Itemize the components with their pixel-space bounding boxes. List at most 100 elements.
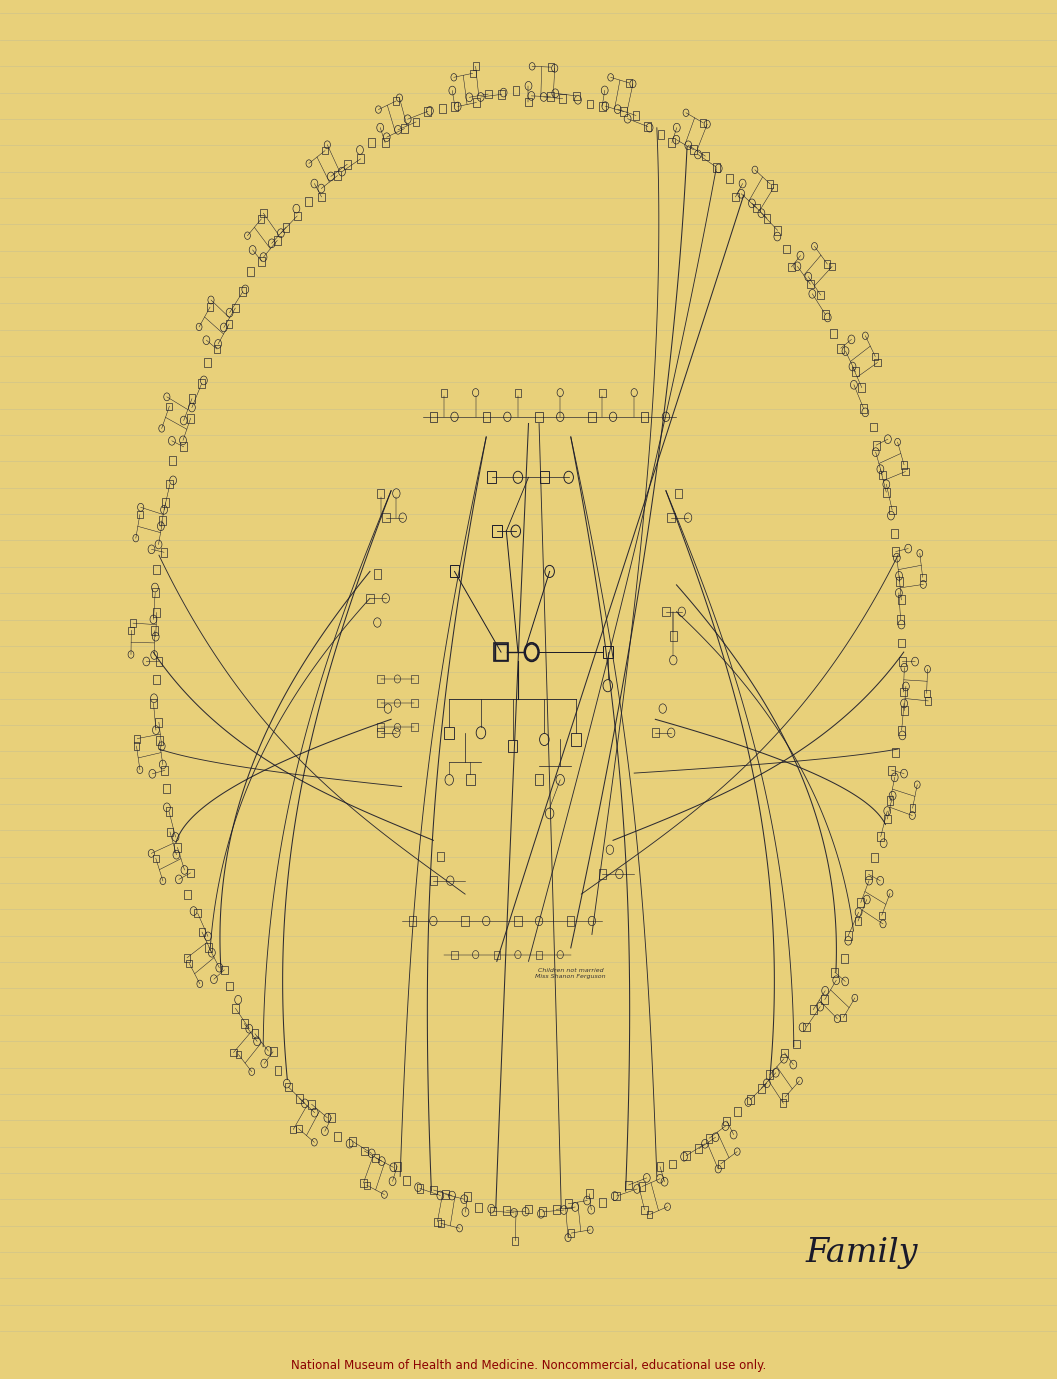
Bar (374, 570, 381, 579)
Bar (275, 1066, 281, 1074)
Bar (372, 1154, 379, 1162)
Bar (852, 367, 858, 376)
Bar (153, 676, 160, 684)
Bar (897, 615, 904, 625)
Bar (153, 608, 160, 616)
Text: Family: Family (805, 1237, 917, 1269)
Bar (309, 1100, 315, 1109)
Bar (482, 412, 490, 422)
Bar (472, 98, 480, 106)
Bar (439, 105, 446, 113)
Bar (393, 98, 400, 105)
Bar (733, 193, 739, 201)
Bar (817, 291, 824, 299)
Bar (627, 79, 632, 87)
Bar (186, 960, 192, 967)
Bar (507, 741, 517, 753)
Bar (878, 470, 886, 480)
Bar (920, 574, 926, 581)
Bar (155, 656, 163, 666)
Bar (495, 644, 507, 661)
Bar (366, 593, 374, 603)
Bar (910, 804, 915, 812)
Bar (774, 226, 781, 234)
Bar (231, 303, 239, 313)
Bar (322, 148, 328, 154)
Bar (898, 656, 906, 666)
Text: National Museum of Health and Medicine. Noncommercial, educational use only.: National Museum of Health and Medicine. … (291, 1360, 766, 1372)
Bar (702, 152, 709, 160)
Bar (513, 87, 519, 95)
Bar (840, 954, 848, 963)
Bar (199, 928, 205, 936)
Bar (184, 891, 191, 899)
Bar (247, 268, 254, 276)
Bar (638, 1182, 646, 1191)
Bar (726, 174, 733, 183)
Bar (656, 1162, 664, 1171)
Bar (350, 1138, 356, 1146)
Bar (569, 1229, 574, 1237)
Bar (821, 996, 829, 1004)
Bar (898, 725, 905, 735)
Bar (305, 197, 312, 207)
Bar (368, 138, 375, 146)
Bar (873, 441, 879, 450)
Bar (296, 1094, 302, 1103)
Bar (174, 843, 181, 852)
Bar (766, 1070, 773, 1080)
Bar (892, 749, 900, 757)
Bar (152, 589, 159, 597)
Bar (318, 193, 324, 201)
Bar (924, 690, 929, 696)
Bar (735, 1107, 741, 1116)
Bar (167, 480, 173, 488)
Bar (296, 1125, 301, 1132)
Bar (187, 414, 194, 422)
Bar (442, 1190, 449, 1198)
Bar (377, 699, 384, 707)
Bar (602, 645, 613, 658)
Bar (466, 775, 475, 785)
Bar (553, 1205, 560, 1214)
Bar (270, 1048, 277, 1056)
Bar (824, 261, 831, 268)
Bar (441, 389, 447, 397)
Bar (166, 403, 172, 410)
Bar (153, 855, 159, 862)
Bar (167, 827, 173, 836)
Bar (902, 461, 907, 469)
Bar (444, 727, 455, 739)
Bar (241, 1019, 247, 1027)
Bar (896, 578, 903, 586)
Bar (803, 1023, 810, 1031)
Bar (620, 108, 627, 116)
Bar (434, 1218, 441, 1226)
Bar (412, 117, 420, 127)
Bar (162, 498, 169, 507)
Bar (858, 383, 866, 392)
Bar (150, 699, 156, 707)
Bar (870, 422, 877, 432)
Bar (539, 1208, 546, 1216)
Bar (258, 256, 265, 266)
Bar (599, 869, 607, 878)
Bar (718, 1160, 724, 1168)
Bar (883, 488, 890, 496)
Bar (494, 950, 500, 958)
Bar (891, 530, 897, 538)
Bar (233, 1004, 239, 1012)
Bar (540, 472, 550, 484)
Bar (546, 92, 554, 101)
Bar (536, 412, 543, 422)
Bar (589, 412, 596, 422)
Bar (357, 154, 364, 163)
Bar (181, 443, 187, 451)
Bar (901, 706, 908, 714)
Bar (334, 171, 340, 181)
Bar (514, 916, 522, 925)
Bar (625, 1180, 632, 1189)
Bar (599, 1198, 607, 1207)
Bar (230, 1048, 237, 1056)
Bar (888, 765, 895, 775)
